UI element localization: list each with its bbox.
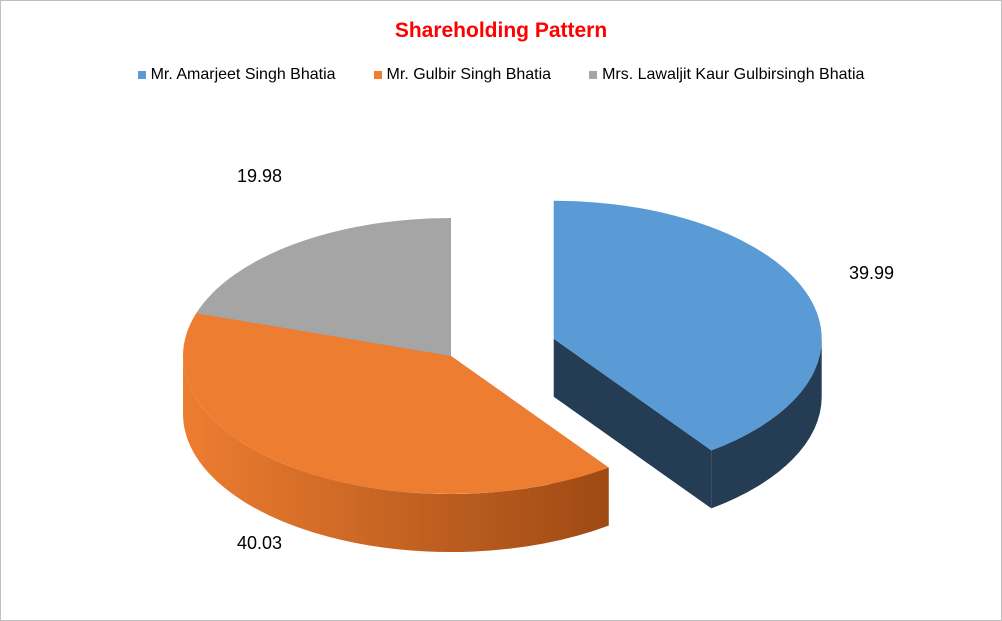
data-label-amarjeet: 39.99 [849, 263, 894, 283]
pie-slice-lawaljit [196, 218, 451, 356]
legend-entry-amarjeet: Mr. Amarjeet Singh Bhatia [137, 66, 336, 84]
legend-entry-lawaljit: Mrs. Lawaljit Kaur Gulbirsingh Bhatia [589, 66, 864, 84]
pie-tops [183, 200, 822, 495]
legend-swatch-amarjeet [137, 71, 146, 79]
data-label-lawaljit: 19.98 [237, 166, 282, 186]
legend-swatch-lawaljit [589, 71, 598, 79]
legend: Mr. Amarjeet Singh Bhatia Mr. Gulbir Sin… [1, 66, 1001, 84]
legend-entry-gulbir: Mr. Gulbir Singh Bhatia [373, 66, 552, 84]
pie-slice-gulbir [183, 313, 609, 495]
pie-slice-amarjeet [553, 200, 822, 451]
pie-slice-amarjeet-cut-face-end [553, 338, 712, 509]
legend-label-gulbir: Mr. Gulbir Singh Bhatia [386, 66, 552, 83]
pie-slice-gulbir-outer-face [183, 356, 609, 552]
pie-labels: 39.99 40.03 19.98 [237, 166, 894, 553]
legend-swatch-gulbir [373, 71, 382, 79]
chart-title: Shareholding Pattern [394, 19, 608, 42]
legend-label-amarjeet: Mr. Amarjeet Singh Bhatia [150, 66, 336, 83]
pie-slice-amarjeet-outer-face [711, 338, 822, 509]
legend-label-lawaljit: Mrs. Lawaljit Kaur Gulbirsingh Bhatia [602, 66, 865, 83]
data-label-gulbir: 40.03 [237, 533, 282, 553]
